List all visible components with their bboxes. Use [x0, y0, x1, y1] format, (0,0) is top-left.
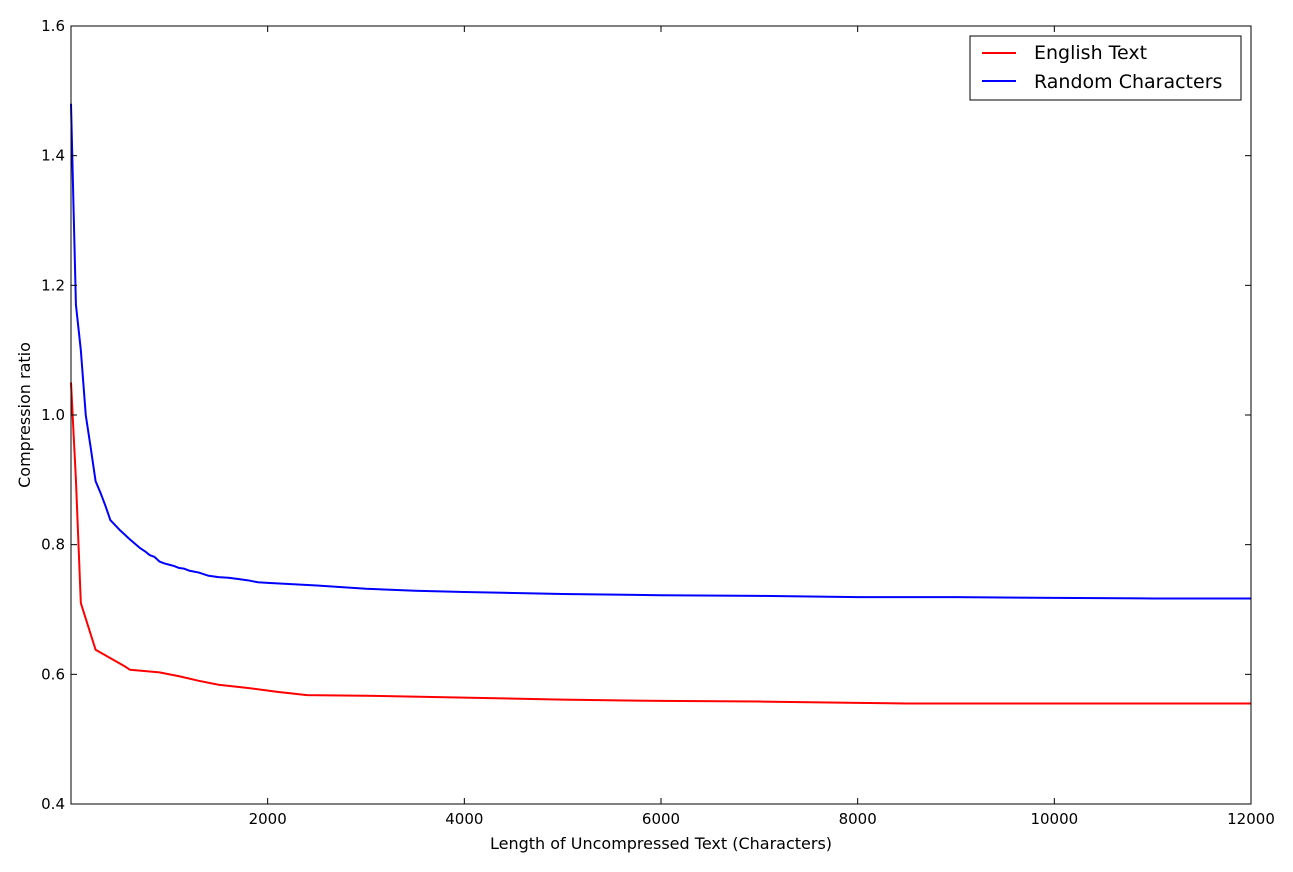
- y-tick-label: 1.4: [41, 147, 65, 165]
- x-tick-label: 4000: [445, 810, 483, 828]
- y-tick-label: 0.4: [41, 795, 65, 813]
- series-layer: [70, 103, 1251, 705]
- x-tick-label: 2000: [249, 810, 287, 828]
- y-axis-label: Compression ratio: [15, 342, 34, 488]
- legend: English Text Random Characters: [969, 35, 1242, 101]
- y-tick-label: 0.8: [41, 536, 65, 554]
- x-tick-label: 6000: [642, 810, 680, 828]
- legend-label-random-characters: Random Characters: [1034, 71, 1222, 93]
- x-tick-label: 8000: [839, 810, 877, 828]
- series-line-english-text: [70, 382, 1251, 705]
- y-tick-label: 1.0: [41, 406, 65, 424]
- legend-box: [969, 35, 1242, 101]
- x-axis-ticks: 2000 4000 6000 8000 10000 12000: [249, 26, 1275, 828]
- y-tick-label: 1.2: [41, 276, 65, 294]
- y-tick-label: 1.6: [41, 17, 65, 35]
- series-line-random-characters: [70, 103, 1251, 600]
- x-tick-label: 12000: [1227, 810, 1275, 828]
- y-axis-ticks: 0.4 0.6 0.8 1.0 1.2 1.4 1.6: [41, 17, 1251, 813]
- x-tick-label: 10000: [1030, 810, 1078, 828]
- y-tick-label: 0.6: [41, 665, 65, 683]
- x-axis-label: Length of Uncompressed Text (Characters): [490, 834, 832, 853]
- legend-label-english-text: English Text: [1034, 42, 1147, 64]
